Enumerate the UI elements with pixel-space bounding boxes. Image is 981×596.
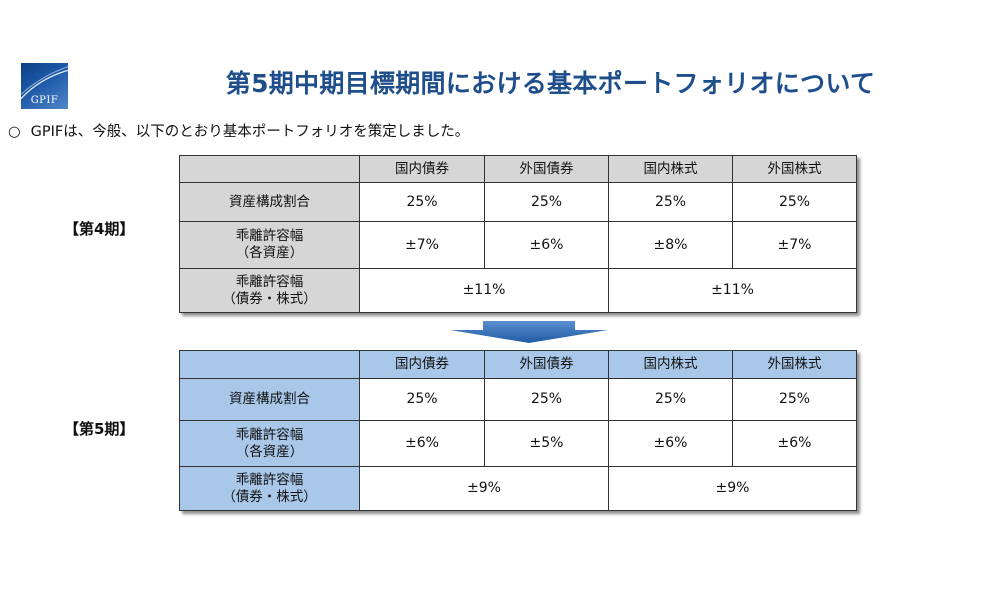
table-row: 乖離許容幅 （債券・株式） ±9% ±9%	[179, 466, 857, 511]
row-label-deviation-each: 乖離許容幅 （各資産）	[179, 221, 360, 269]
table-cell: ±6%	[484, 221, 609, 269]
col-foreign-bonds: 外国債券	[484, 350, 609, 379]
table-cell: 25%	[359, 182, 485, 222]
table-cell-stocks: ±9%	[608, 466, 857, 511]
gpif-logo: GPIF	[21, 63, 68, 109]
table-cell: 25%	[359, 378, 485, 421]
period5-label: 【第5期】	[64, 420, 135, 438]
table-cell-stocks: ±11%	[608, 268, 857, 313]
table-cell-bonds: ±11%	[359, 268, 609, 313]
col-domestic-bonds: 国内債券	[359, 155, 485, 183]
row-label-deviation-group: 乖離許容幅 （債券・株式）	[179, 466, 360, 511]
col-foreign-stocks: 外国株式	[732, 350, 857, 379]
table-cell: 25%	[484, 378, 609, 421]
page-title: 第5期中期目標期間における基本ポートフォリオについて	[225, 69, 876, 98]
row-label-deviation-group: 乖離許容幅 （債券・株式）	[179, 268, 360, 313]
table-cell: 25%	[608, 182, 733, 222]
period4-label: 【第4期】	[64, 220, 135, 238]
table-cell: 25%	[732, 182, 857, 222]
logo-swoosh-icon	[21, 66, 68, 100]
header-corner-cell	[179, 350, 360, 379]
row-label-line: （各資産）	[235, 245, 304, 261]
table-cell: 25%	[484, 182, 609, 222]
col-domestic-stocks: 国内株式	[608, 155, 733, 183]
table-cell: ±7%	[359, 221, 485, 269]
table-row: 乖離許容幅 （債券・株式） ±11% ±11%	[179, 268, 857, 313]
table-cell: ±6%	[732, 420, 857, 467]
row-label-line: 乖離許容幅	[235, 228, 304, 244]
row-label-allocation: 資産構成割合	[179, 182, 360, 222]
row-label-line: 乖離許容幅	[235, 273, 304, 290]
col-domestic-stocks: 国内株式	[608, 350, 733, 379]
table-cell: 25%	[732, 378, 857, 421]
table-row: 資産構成割合 25% 25% 25% 25%	[179, 378, 857, 421]
row-label-line: 乖離許容幅	[235, 426, 304, 443]
period5-table: 国内債券 外国債券 国内株式 外国株式 資産構成割合 25% 25% 25% 2…	[179, 350, 857, 511]
intro-text: ○ GPIFは、今般、以下のとおり基本ポートフォリオを策定しました。	[8, 120, 469, 141]
intro-sentence: GPIFは、今般、以下のとおり基本ポートフォリオを策定しました。	[30, 124, 470, 140]
table-cell: ±6%	[608, 420, 733, 467]
col-domestic-bonds: 国内債券	[359, 350, 485, 379]
table-cell: ±8%	[608, 221, 733, 269]
row-label-deviation-each: 乖離許容幅 （各資産）	[179, 420, 360, 467]
table-row: 乖離許容幅 （各資産） ±6% ±5% ±6% ±6%	[179, 420, 857, 467]
table-header-row: 国内債券 外国債券 国内株式 外国株式	[179, 155, 857, 183]
table-row: 乖離許容幅 （各資産） ±7% ±6% ±8% ±7%	[179, 221, 857, 269]
table-cell: ±6%	[359, 420, 485, 467]
col-foreign-bonds: 外国債券	[484, 155, 609, 183]
down-arrow-icon	[450, 321, 608, 343]
logo-text: GPIF	[30, 95, 59, 106]
circle-bullet-icon: ○	[8, 124, 21, 140]
table-header-row: 国内債券 外国債券 国内株式 外国株式	[179, 350, 857, 379]
table-row: 資産構成割合 25% 25% 25% 25%	[179, 182, 857, 222]
table-cell-bonds: ±9%	[359, 466, 609, 511]
period4-table: 国内債券 外国債券 国内株式 外国株式 資産構成割合 25% 25% 25% 2…	[179, 155, 857, 313]
row-label-line: 乖離許容幅	[235, 471, 304, 488]
row-label-allocation: 資産構成割合	[179, 378, 360, 421]
table-cell: 25%	[608, 378, 733, 421]
row-label-line: （債券・株式）	[222, 488, 317, 505]
row-label-line: （債券・株式）	[222, 290, 317, 307]
row-label-line: （各資産）	[235, 443, 304, 460]
table-cell: ±7%	[732, 221, 857, 269]
table-cell: ±5%	[484, 420, 609, 467]
header-corner-cell	[179, 155, 360, 183]
col-foreign-stocks: 外国株式	[732, 155, 857, 183]
